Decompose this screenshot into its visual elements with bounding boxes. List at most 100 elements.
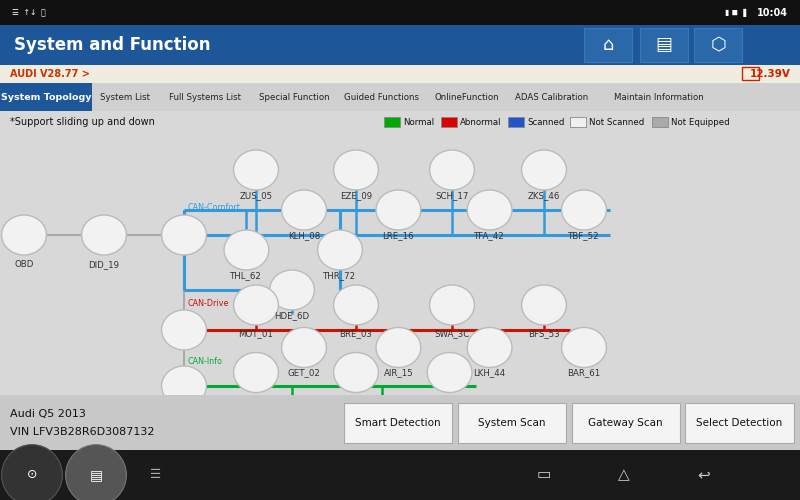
Text: LKH_44: LKH_44 [474,368,506,378]
Text: BFS_53: BFS_53 [528,329,560,338]
Text: Not Equipped: Not Equipped [670,118,730,126]
Text: ▤: ▤ [655,36,673,54]
Ellipse shape [234,285,278,325]
FancyBboxPatch shape [0,65,800,83]
Ellipse shape [430,285,474,325]
FancyBboxPatch shape [344,402,452,442]
Text: ⬡: ⬡ [710,36,726,54]
Ellipse shape [82,215,126,255]
Text: BAR_61: BAR_61 [567,368,601,378]
Ellipse shape [334,352,378,393]
Ellipse shape [334,285,378,325]
Text: Select Detection: Select Detection [696,418,782,428]
FancyBboxPatch shape [0,450,800,500]
Text: System Topology: System Topology [1,92,91,102]
Text: OnlineFunction: OnlineFunction [434,92,498,102]
FancyBboxPatch shape [640,28,688,62]
Text: THR_72: THR_72 [323,271,357,280]
Ellipse shape [282,328,326,368]
Text: Maintain Information: Maintain Information [614,92,704,102]
Text: LRE_16: LRE_16 [382,231,414,240]
Ellipse shape [467,328,512,368]
Text: ▤: ▤ [90,468,102,482]
FancyBboxPatch shape [0,395,800,450]
Ellipse shape [562,328,606,368]
FancyBboxPatch shape [0,111,800,133]
Text: ☰: ☰ [150,468,162,481]
Text: RIO_56: RIO_56 [341,396,371,406]
Text: Abnormal: Abnormal [460,118,502,126]
Text: AIR_15: AIR_15 [383,368,414,378]
Ellipse shape [162,215,206,255]
Ellipse shape [224,230,269,270]
Text: TFA_42: TFA_42 [474,231,505,240]
Text: ZKS_46: ZKS_46 [528,191,560,200]
Text: EZE_09: EZE_09 [340,191,372,200]
Text: ▭: ▭ [537,468,551,482]
Text: THL_62: THL_62 [230,271,262,280]
FancyBboxPatch shape [0,83,92,111]
Ellipse shape [522,150,566,190]
Text: GET_02: GET_02 [287,368,321,378]
Text: Not Scanned: Not Scanned [589,118,644,126]
Text: Guided Functions: Guided Functions [345,92,419,102]
Text: OBD: OBD [14,260,34,269]
Text: ZUS_05: ZUS_05 [239,191,273,200]
Text: M1P_0E: M1P_0E [239,396,273,406]
Ellipse shape [318,230,362,270]
Text: ⌂: ⌂ [602,36,614,54]
Text: HDE_6D: HDE_6D [274,311,310,320]
Text: Gateway Scan: Gateway Scan [588,418,663,428]
Ellipse shape [360,396,405,436]
Text: 12.39V: 12.39V [750,69,790,79]
Text: Normal: Normal [403,118,434,126]
Ellipse shape [162,310,206,350]
FancyBboxPatch shape [0,0,800,25]
Ellipse shape [234,150,278,190]
FancyBboxPatch shape [0,83,800,111]
Text: CAN-Info: CAN-Info [188,356,223,366]
Text: DID_19: DID_19 [89,260,119,269]
Text: KLH_08: KLH_08 [288,231,320,240]
Text: *Support sliding up and down: *Support sliding up and down [10,117,154,127]
Ellipse shape [430,150,474,190]
Ellipse shape [162,366,206,406]
FancyBboxPatch shape [651,117,667,127]
Text: Full Systems List: Full Systems List [169,92,241,102]
Ellipse shape [522,285,566,325]
Text: Scanned: Scanned [527,118,565,126]
Text: BRE_03: BRE_03 [339,329,373,338]
FancyBboxPatch shape [508,117,524,127]
FancyBboxPatch shape [570,117,586,127]
Ellipse shape [562,190,606,230]
Ellipse shape [66,444,126,500]
Text: SOU_47: SOU_47 [275,437,309,446]
FancyBboxPatch shape [0,133,800,395]
FancyBboxPatch shape [571,402,680,442]
Ellipse shape [467,190,512,230]
Text: RFK_6C: RFK_6C [434,396,466,406]
Ellipse shape [2,215,46,255]
FancyBboxPatch shape [441,117,457,127]
FancyBboxPatch shape [584,28,632,62]
Text: System Scan: System Scan [478,418,546,428]
Text: SWA_3C: SWA_3C [434,329,470,338]
Text: Special Function: Special Function [258,92,330,102]
Text: System List: System List [100,92,150,102]
Text: CAN-Drive: CAN-Drive [188,300,230,308]
FancyBboxPatch shape [686,402,794,442]
Ellipse shape [2,444,62,500]
Ellipse shape [270,270,314,310]
Text: SCH_17: SCH_17 [435,191,469,200]
Ellipse shape [376,190,421,230]
Text: △: △ [618,468,630,482]
Text: TBF_52: TBF_52 [568,231,600,240]
Text: Audi Q5 2013: Audi Q5 2013 [10,409,86,419]
FancyBboxPatch shape [0,25,800,65]
Text: IFE_5F: IFE_5F [369,437,396,446]
FancyBboxPatch shape [694,28,742,62]
Text: CAN-Comfort: CAN-Comfort [188,203,241,212]
Text: Smart Detection: Smart Detection [355,418,441,428]
Ellipse shape [427,352,472,393]
Ellipse shape [282,190,326,230]
